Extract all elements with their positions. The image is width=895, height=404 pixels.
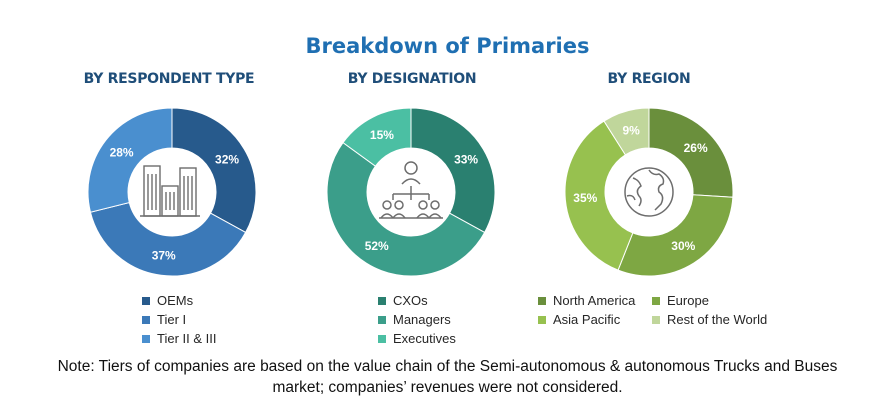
respondent-type-legend: OEMs Tier I Tier II & III: [142, 291, 216, 348]
legend-label: Managers: [393, 312, 451, 327]
legend-item-europe: Europe: [652, 291, 709, 310]
legend-swatch: [538, 316, 546, 324]
legend-swatch: [142, 335, 150, 343]
region-donut: 26% 30% 35% 9%: [564, 107, 734, 277]
slice-label: 26%: [684, 141, 708, 155]
legend-item-asia-pacific: Asia Pacific: [538, 310, 620, 329]
legend-label: Rest of the World: [667, 312, 768, 327]
legend-item-executives: Executives: [378, 329, 456, 348]
legend-swatch: [378, 335, 386, 343]
slice-label: 28%: [110, 146, 134, 160]
footnote-line-2: market; companies’ revenues were not con…: [272, 379, 623, 396]
designation-legend: CXOs Managers Executives: [378, 291, 456, 348]
donut-slice-europe: [617, 194, 734, 277]
footnote-line-1: Note: Tiers of companies are based on th…: [57, 358, 838, 375]
region-title: BY REGION: [607, 71, 691, 87]
legend-label: CXOs: [393, 293, 428, 308]
legend-item-tier-i: Tier I: [142, 310, 216, 329]
legend-swatch: [652, 316, 660, 324]
legend-item-managers: Managers: [378, 310, 456, 329]
legend-swatch: [378, 297, 386, 305]
legend-label: Asia Pacific: [553, 312, 621, 327]
page-title: Breakdown of Primaries: [305, 34, 590, 58]
legend-swatch: [652, 297, 660, 305]
slice-label: 52%: [365, 239, 389, 253]
legend-label: Europe: [667, 293, 709, 308]
designation-donut: 33% 52% 15%: [326, 107, 496, 277]
respondent-type-title: BY RESPONDENT TYPE: [83, 71, 255, 87]
slice-label: 32%: [215, 152, 239, 166]
slice-label: 33%: [454, 152, 478, 166]
legend-label: Tier I: [157, 312, 187, 327]
footnote: Note: Tiers of companies are based on th…: [0, 356, 895, 398]
slice-label: 9%: [622, 124, 640, 138]
donut-slice-executives: [342, 107, 412, 167]
donut-slice-rest-of-the-world: [603, 107, 650, 156]
donut-slice-oems: [171, 107, 257, 234]
respondent-type-donut: 32% 37% 28%: [87, 107, 257, 277]
donut-slice-cxos: [410, 107, 496, 234]
buildings-icon: [140, 165, 200, 217]
slice-label: 30%: [671, 239, 695, 253]
designation-title: BY DESIGNATION: [347, 71, 477, 87]
legend-swatch: [378, 316, 386, 324]
slice-label: 15%: [370, 128, 394, 142]
donut-slice-managers: [326, 141, 486, 277]
legend-item-north-america: North America: [538, 291, 635, 310]
legend-swatch: [538, 297, 546, 305]
slice-label: 35%: [573, 191, 597, 205]
globe-icon: [624, 167, 674, 217]
legend-label: North America: [553, 293, 636, 308]
donut-slice-tier-ii-iii: [87, 107, 173, 213]
legend-swatch: [142, 297, 150, 305]
org-chart-icon: [379, 161, 443, 219]
legend-label: OEMs: [157, 293, 194, 308]
slice-label: 37%: [152, 248, 176, 262]
donut-slice-tier-i: [89, 201, 247, 277]
donut-slice-asia-pacific: [564, 120, 634, 271]
legend-item-oems: OEMs: [142, 291, 216, 310]
legend-label: Executives: [393, 331, 456, 346]
legend-swatch: [142, 316, 150, 324]
legend-item-tier-ii-iii: Tier II & III: [142, 329, 216, 348]
legend-label: Tier II & III: [157, 331, 217, 346]
legend-item-rest-of-world: Rest of the World: [652, 310, 767, 329]
legend-item-cxos: CXOs: [378, 291, 456, 310]
